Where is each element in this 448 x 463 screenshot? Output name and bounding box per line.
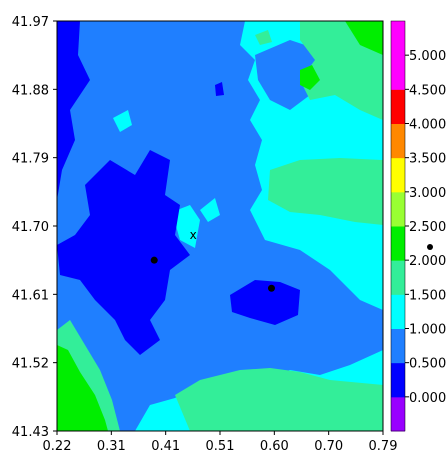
- colorbar-label: 4.000: [409, 118, 446, 133]
- contour-greenblue-top-patch: [255, 30, 272, 45]
- contour-cyan-island-3: [200, 198, 220, 222]
- x-tick-label: 0.60: [260, 439, 289, 454]
- colorbar-segment: [391, 89, 405, 124]
- x-tick-label: 0.51: [206, 439, 235, 454]
- colorbar-segment: [391, 328, 405, 364]
- contour-dark-blue-left: [57, 21, 90, 200]
- x-tick-label: 0.41: [151, 439, 180, 454]
- x-tick-label: 0.70: [314, 439, 343, 454]
- x-tick-label: 0.79: [369, 439, 398, 454]
- contour-green-top-right: [300, 65, 320, 90]
- colorbar-label: 3.000: [409, 186, 446, 201]
- contour-dark-blue-right: [230, 280, 300, 325]
- colorbar-segment: [391, 226, 405, 261]
- contour-dark-blue-center: [57, 150, 190, 355]
- y-tick-label: 41.52: [12, 357, 49, 372]
- annotation-label: x: [190, 228, 197, 242]
- colorbar: 0.000 0.500 1.000 1.500 2.000 2.500 3.000 3.500…: [390, 20, 446, 432]
- colorbar-label: 3.500: [409, 152, 446, 167]
- colorbar-segment: [391, 123, 405, 159]
- contour-field: [57, 21, 383, 431]
- markers: x: [150, 228, 275, 292]
- colorbar-segment: [391, 294, 405, 329]
- colorbar-dot: [427, 244, 433, 250]
- colorbar-segment: [391, 396, 405, 432]
- contour-cyan-island-2: [172, 205, 200, 248]
- colorbar-label: 1.000: [409, 323, 446, 338]
- contour-greenblue-mid-right: [268, 158, 383, 225]
- colorbar-segment: [391, 191, 405, 227]
- contour-greenblue-bottom: [175, 368, 383, 431]
- data-point: [267, 284, 275, 292]
- x-tick-label: 0.22: [43, 439, 72, 454]
- data-point: [150, 256, 158, 264]
- colorbar-label: 0.000: [409, 391, 446, 406]
- y-tick-label: 41.88: [12, 83, 49, 98]
- colorbar-label: 2.000: [409, 254, 446, 269]
- y-tick-label: 41.43: [12, 425, 49, 440]
- colorbar-label: 1.500: [409, 288, 446, 303]
- contour-green-bottom-left: [57, 345, 108, 431]
- colorbar-segment: [391, 157, 405, 193]
- colorbar-segment: [391, 55, 405, 90]
- x-axis: 0.22 0.31 0.41 0.51 0.60 0.70 0.79: [43, 431, 398, 454]
- y-axis: 41.97 41.88 41.79 41.70 41.61 41.52 41.43: [12, 15, 57, 440]
- colorbar-label: 4.500: [409, 83, 446, 98]
- y-tick-label: 41.70: [12, 220, 49, 235]
- colorbar-segment: [391, 260, 405, 295]
- colorbar-label: 5.000: [409, 49, 446, 64]
- colorbar-label: 2.500: [409, 220, 446, 235]
- x-tick-label: 0.31: [97, 439, 126, 454]
- y-tick-label: 41.61: [12, 288, 49, 303]
- contour-cyan-island-1: [113, 110, 132, 132]
- colorbar-segment: [391, 21, 405, 56]
- colorbar-segment: [391, 362, 405, 398]
- y-tick-label: 41.97: [12, 15, 49, 30]
- y-tick-label: 41.79: [12, 152, 49, 167]
- contour-dark-blue-small: [215, 82, 224, 96]
- contour-green-corner: [345, 21, 383, 55]
- colorbar-label: 0.500: [409, 357, 446, 372]
